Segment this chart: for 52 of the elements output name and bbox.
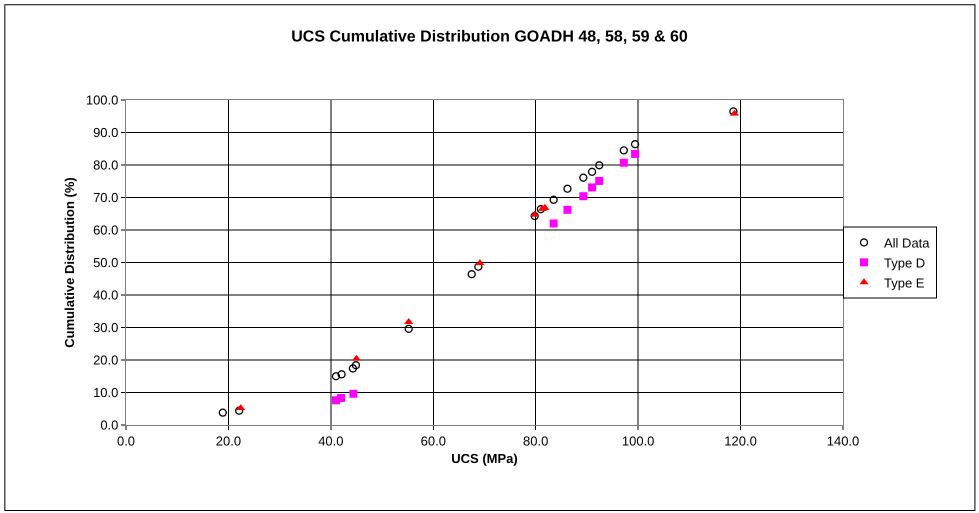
point <box>536 205 545 214</box>
legend-label: Type E <box>884 275 925 290</box>
x-tick-label: 140.0 <box>826 434 860 449</box>
point <box>474 262 482 271</box>
point <box>579 174 588 182</box>
y-tick-label: 10.0 <box>93 385 118 400</box>
legend-label: Type D <box>884 255 926 270</box>
point <box>579 192 588 200</box>
point <box>337 370 346 378</box>
point <box>563 206 572 214</box>
point <box>352 361 360 370</box>
x-tick-label: 40.0 <box>318 434 344 449</box>
point <box>337 394 346 402</box>
point <box>349 390 358 398</box>
point <box>595 161 604 170</box>
point <box>530 212 539 220</box>
point <box>588 168 596 176</box>
x-tick-label: 80.0 <box>523 434 548 449</box>
y-tick-label: 90.0 <box>93 125 118 140</box>
y-tick-label: 20.0 <box>93 352 118 368</box>
point <box>620 146 628 155</box>
chart-title: UCS Cumulative Distribution GOADH 48, 58, 59 & 60 <box>291 28 688 46</box>
point <box>630 140 640 148</box>
point <box>550 220 558 228</box>
y-tick-label: 80.0 <box>93 158 118 173</box>
point <box>235 406 244 415</box>
x-axis-title: UCS (MPa) <box>451 451 518 466</box>
point <box>348 364 358 373</box>
point <box>595 176 604 185</box>
y-tick-label: 70.0 <box>93 190 118 206</box>
x-tick-label: 60.0 <box>420 434 446 449</box>
legend-label: All Data <box>884 236 930 251</box>
point <box>332 372 340 380</box>
point <box>468 270 476 278</box>
x-tick-label: 100.0 <box>622 434 654 449</box>
point <box>588 183 596 192</box>
point <box>218 408 227 417</box>
point <box>620 158 628 167</box>
y-tick-label: 100.0 <box>86 92 118 108</box>
y-tick-label: 30.0 <box>93 320 118 336</box>
point <box>404 324 413 333</box>
y-tick-label: 60.0 <box>93 222 118 238</box>
x-tick-label: 0.0 <box>116 434 136 449</box>
y-tick-label: 50.0 <box>93 255 118 270</box>
x-tick-label: 20.0 <box>216 434 242 449</box>
y-tick-label: 40.0 <box>93 288 118 303</box>
point <box>631 150 640 158</box>
y-axis-title: Cumulative Distribution (%) <box>62 177 77 348</box>
point <box>563 184 572 193</box>
point <box>549 196 558 204</box>
y-tick-label: 0.0 <box>100 418 118 433</box>
x-tick-label: 120.0 <box>724 434 757 449</box>
